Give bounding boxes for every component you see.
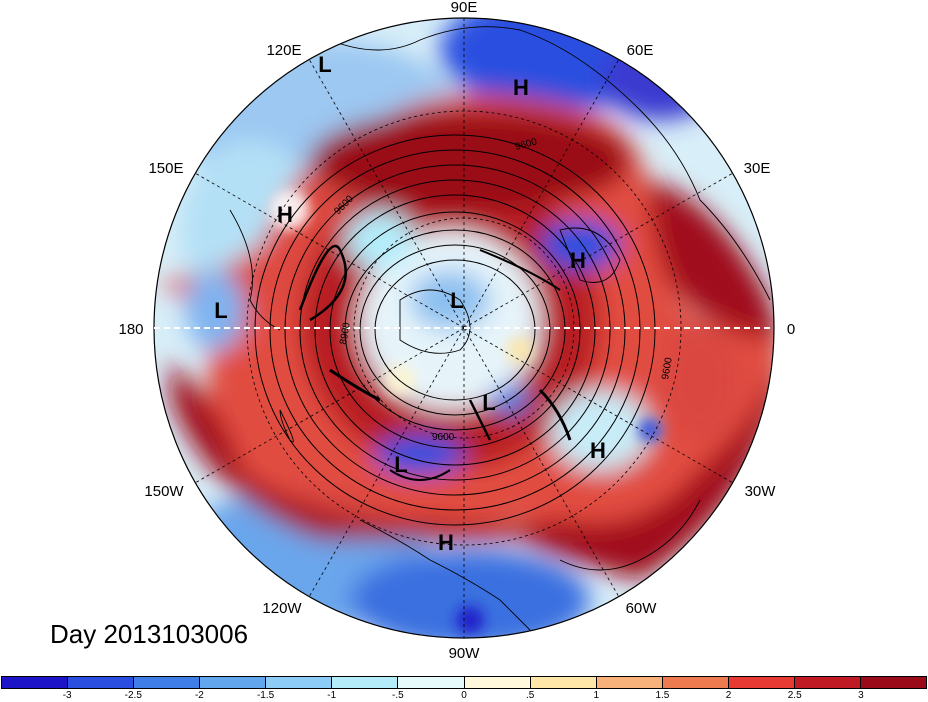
lon-label: 150E	[148, 160, 183, 177]
lon-label: 30W	[745, 483, 777, 500]
colorbar-tick-label: -3	[62, 690, 72, 701]
colorbar-tick-labels: -3 -2.5 -2 -1.5 -1 -.5 0 .5 1 1.5 2 2.5 3	[0, 690, 928, 702]
coastlines	[229, 26, 771, 631]
high-pressure-marker: H	[590, 438, 606, 463]
colorbar	[1, 676, 927, 689]
colorbar-tick-label: 1.5	[655, 690, 670, 701]
lon-label: 120E	[266, 42, 301, 59]
lon-label: 150W	[144, 483, 184, 500]
colorbar-tick-label: 0	[461, 690, 467, 701]
colorbar-tick-label: -1	[327, 690, 337, 701]
colorbar-swatch	[596, 677, 663, 688]
low-pressure-marker: L	[482, 390, 495, 415]
high-pressure-marker: H	[277, 202, 293, 227]
colorbar-tick-label: 2.5	[787, 690, 802, 701]
colorbar-tick-label: 1	[593, 690, 600, 701]
low-pressure-marker: L	[394, 452, 407, 477]
pressure-centers: L H H L H L L L H H L	[214, 52, 606, 555]
contour-label: 9600	[432, 432, 455, 443]
colorbar-tick-label: -2.5	[124, 690, 142, 701]
colorbar-swatch	[662, 677, 729, 688]
lon-label: 180	[118, 321, 143, 338]
colorbar-tick-label: -2	[194, 690, 204, 701]
height-contours	[254, 134, 656, 526]
low-pressure-marker: L	[318, 52, 331, 77]
high-pressure-marker: H	[570, 248, 586, 273]
lon-label: 60E	[627, 42, 654, 59]
colorbar-swatch	[794, 677, 862, 688]
colorbar-swatch	[398, 677, 465, 688]
colorbar-swatch	[68, 677, 135, 688]
colorbar-tick-label: -.5	[392, 690, 404, 701]
colorbar-swatch	[332, 677, 399, 688]
lon-label: 30E	[744, 160, 771, 177]
high-pressure-marker: H	[513, 75, 529, 100]
colorbar-swatch	[200, 677, 267, 688]
date-label: Day 2013103006	[50, 619, 249, 649]
longitude-labels: 90E 60E 30E 0 30W 60W 90W 120W 150W 180 …	[118, 0, 795, 662]
graticule	[194, 18, 734, 638]
lon-label: 60W	[626, 600, 658, 617]
colorbar-tick-label: 3	[858, 690, 864, 701]
colorbar-swatch	[134, 677, 201, 688]
low-pressure-marker: L	[450, 288, 463, 313]
colorbar-swatch	[2, 677, 69, 688]
low-pressure-marker: L	[214, 298, 227, 323]
colorbar-swatch	[530, 677, 597, 688]
contour-label: 8900	[338, 321, 353, 345]
colorbar-swatch	[861, 677, 927, 688]
colorbar-swatch	[266, 677, 333, 688]
colorbar-tick-label: -1.5	[256, 690, 275, 701]
colorbar-tick-label: .5	[525, 690, 535, 701]
lon-label: 90W	[449, 645, 481, 662]
colorbar-tick-label: 2	[725, 690, 732, 701]
lon-label: 90E	[451, 0, 478, 16]
contour-label: 9600	[660, 356, 675, 380]
anomaly-field	[154, 18, 774, 638]
colorbar-swatch	[728, 677, 795, 688]
lon-label: 120W	[262, 600, 302, 617]
lon-label: 0	[787, 321, 795, 338]
colorbar-swatch	[464, 677, 531, 688]
high-pressure-marker: H	[438, 530, 454, 555]
